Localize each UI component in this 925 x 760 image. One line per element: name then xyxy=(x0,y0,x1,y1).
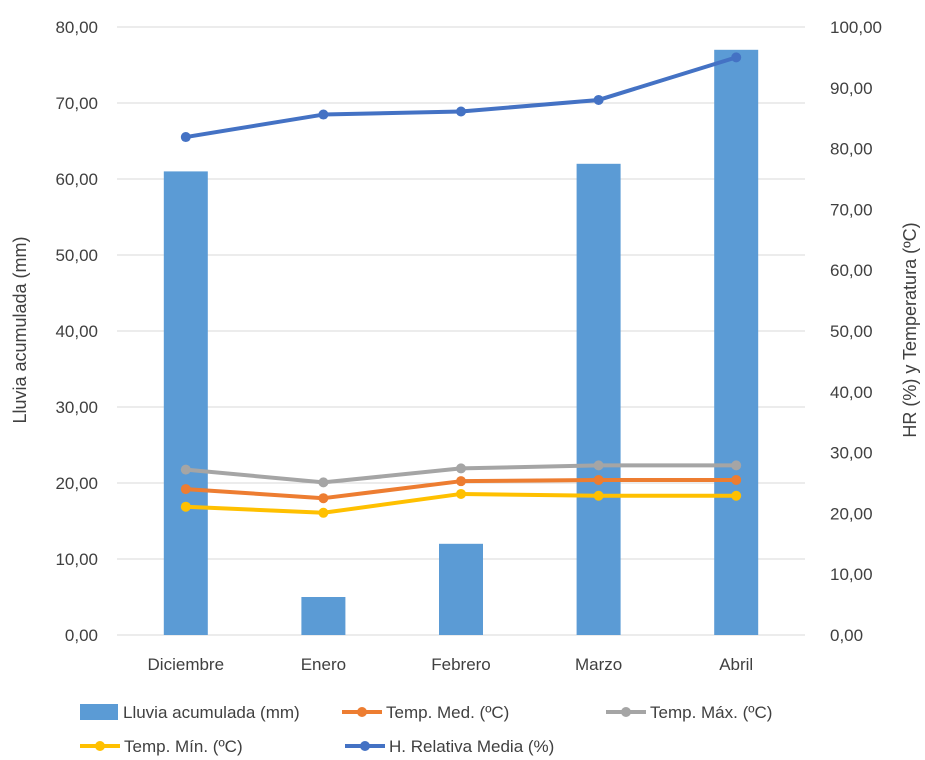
legend: Lluvia acumulada (mm) Temp. Med. (ºC) Temp… xyxy=(80,703,772,756)
left-tick-label: 10,00 xyxy=(55,550,98,569)
line-point-1 xyxy=(318,477,329,488)
left-tick-label: 80,00 xyxy=(55,18,98,37)
legend-item: Temp. Med. (ºC) xyxy=(342,703,509,722)
legend-swatch xyxy=(80,704,118,720)
legend-item: H. Relativa Media (%) xyxy=(345,737,554,756)
line-series-3 xyxy=(183,55,739,140)
line-point-2 xyxy=(456,488,466,499)
left-axis-title: Lluvia acumulada (mm) xyxy=(10,236,30,423)
left-tick-label: 20,00 xyxy=(55,474,98,493)
line-point-2 xyxy=(731,490,742,501)
line-point-1 xyxy=(731,460,742,471)
left-tick-label: 50,00 xyxy=(55,246,98,265)
line-point-3 xyxy=(456,106,466,117)
legend-marker xyxy=(621,707,631,717)
right-tick-label: 70,00 xyxy=(830,200,873,219)
right-tick-label: 40,00 xyxy=(830,383,873,402)
line-point-1 xyxy=(180,464,191,475)
right-tick-label: 10,00 xyxy=(830,565,873,584)
bar-lluvia-febrero xyxy=(439,543,483,635)
line-point-0 xyxy=(456,476,466,487)
gridlines xyxy=(117,26,805,636)
line-point-2 xyxy=(318,507,329,518)
right-tick-label: 30,00 xyxy=(830,444,873,463)
right-axis-title: HR (%) y Temperatura (ºC) xyxy=(900,222,920,437)
legend-item: Lluvia acumulada (mm) xyxy=(80,703,300,722)
bar-series xyxy=(163,49,759,636)
line-point-3 xyxy=(180,132,191,143)
right-tick-label: 80,00 xyxy=(830,140,873,159)
legend-marker xyxy=(95,741,105,751)
right-tick-label: 100,00 xyxy=(830,18,882,37)
x-axis-ticks: Diciembre Enero Febrero Marzo Abril xyxy=(148,655,754,674)
legend-label: Lluvia acumulada (mm) xyxy=(123,703,300,722)
line-point-0 xyxy=(180,484,191,495)
right-axis-ticks: 0,00 10,00 20,00 30,00 40,00 50,00 60,00 70,00 8… xyxy=(830,18,882,645)
x-tick-label: Marzo xyxy=(575,655,622,674)
legend-label: Temp. Máx. (ºC) xyxy=(650,703,772,722)
bar-lluvia-diciembre xyxy=(163,171,208,635)
bar-lluvia-marzo xyxy=(576,163,621,636)
bar-lluvia-abril xyxy=(714,49,759,636)
line-point-3 xyxy=(593,94,604,105)
x-tick-label: Enero xyxy=(301,655,346,674)
left-tick-label: 0,00 xyxy=(65,626,98,645)
left-tick-label: 70,00 xyxy=(55,94,98,113)
legend-label: Temp. Mín. (ºC) xyxy=(124,737,243,756)
right-tick-label: 90,00 xyxy=(830,79,873,98)
line-series xyxy=(180,52,742,518)
bar-lluvia-enero xyxy=(301,597,346,635)
legend-label: H. Relativa Media (%) xyxy=(389,737,554,756)
x-tick-label: Diciembre xyxy=(148,655,225,674)
legend-label: Temp. Med. (ºC) xyxy=(386,703,509,722)
line-point-0 xyxy=(593,474,604,485)
line-point-0 xyxy=(731,474,742,485)
left-tick-label: 30,00 xyxy=(55,398,98,417)
right-tick-label: 50,00 xyxy=(830,322,873,341)
line-point-3 xyxy=(318,109,329,120)
left-axis-ticks: 0,00 10,00 20,00 30,00 40,00 50,00 60,00 70,00 8… xyxy=(55,18,98,645)
legend-marker xyxy=(357,707,367,717)
line-point-1 xyxy=(456,463,466,474)
x-tick-label: Febrero xyxy=(431,655,491,674)
right-tick-label: 0,00 xyxy=(830,626,863,645)
legend-item: Temp. Mín. (ºC) xyxy=(80,737,243,756)
right-tick-label: 60,00 xyxy=(830,261,873,280)
legend-item: Temp. Máx. (ºC) xyxy=(606,703,772,722)
left-tick-label: 40,00 xyxy=(55,322,98,341)
line-point-2 xyxy=(593,490,604,501)
x-tick-label: Abril xyxy=(719,655,753,674)
line-point-0 xyxy=(318,493,329,504)
line-point-1 xyxy=(593,460,604,471)
legend-marker xyxy=(360,741,370,751)
left-tick-label: 60,00 xyxy=(55,170,98,189)
line-point-2 xyxy=(180,501,191,512)
line-point-3 xyxy=(731,52,742,63)
right-tick-label: 20,00 xyxy=(830,504,873,523)
